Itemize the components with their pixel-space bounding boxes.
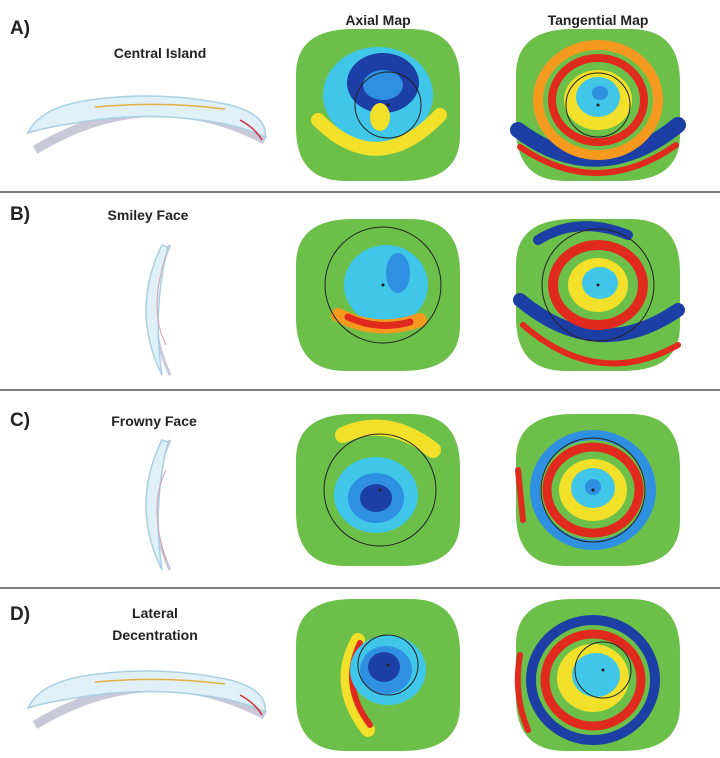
map-band <box>520 322 681 367</box>
lens-sketch <box>145 244 172 376</box>
center-mark <box>601 668 605 672</box>
map-zone <box>533 40 663 160</box>
map-band <box>335 419 441 458</box>
optical-zone <box>565 72 631 138</box>
map-zone <box>548 54 648 146</box>
topography-map <box>296 29 460 181</box>
map-band <box>311 108 447 156</box>
map-zone <box>526 615 660 745</box>
map-band <box>513 293 685 343</box>
tear-film <box>156 469 167 561</box>
map-zone <box>530 430 656 550</box>
map-band <box>515 467 526 523</box>
topography-map <box>296 599 460 751</box>
lens-sketch <box>145 439 172 571</box>
map-band <box>514 652 531 733</box>
row-title: Smiley Face <box>107 207 189 223</box>
center-mark <box>381 283 385 287</box>
row-label: D) <box>10 604 31 625</box>
map-zone <box>582 267 618 299</box>
row-label: A) <box>10 18 31 39</box>
optical-zone <box>540 437 646 543</box>
map-band <box>533 221 633 245</box>
topography-map <box>510 29 686 181</box>
map-zone <box>386 253 410 293</box>
map-zone <box>540 629 646 731</box>
row-label: C) <box>10 410 31 431</box>
row-title: Central Island <box>113 45 207 61</box>
lens-sketch <box>26 670 268 729</box>
topography-map <box>513 219 685 371</box>
map-zone <box>542 442 644 538</box>
edge <box>239 119 263 141</box>
topography-map <box>296 414 460 566</box>
center-mark <box>378 488 382 492</box>
center-mark <box>386 663 390 667</box>
optical-zone <box>541 228 655 342</box>
map-zone <box>360 484 392 512</box>
map-zone <box>368 652 400 682</box>
topography-map <box>296 219 460 371</box>
map-band <box>340 633 375 737</box>
map-zone <box>548 240 648 330</box>
center-mark <box>596 103 600 107</box>
map-zone <box>572 653 620 697</box>
map-zone <box>592 86 608 100</box>
map-zone <box>585 479 601 495</box>
center-mark <box>591 488 595 492</box>
lens-sketch <box>26 95 268 154</box>
center-mark <box>596 283 600 287</box>
map-zone <box>370 103 390 131</box>
map-zone <box>363 70 403 100</box>
optical-zone <box>354 71 422 139</box>
optical-zone <box>323 433 437 547</box>
optical-zone <box>357 634 419 696</box>
map-band <box>517 142 679 176</box>
topography-map <box>515 414 680 566</box>
optical-zone <box>574 641 632 699</box>
column-header: Axial Map <box>345 12 411 28</box>
center-mark <box>386 103 390 107</box>
tear-film <box>156 254 167 346</box>
column-header: Tangential Map <box>547 12 649 28</box>
edge <box>239 694 263 716</box>
row-title: Lateral Decentration <box>112 605 198 643</box>
map-zone <box>344 245 428 325</box>
row-label: B) <box>10 204 31 225</box>
topography-map <box>514 599 680 751</box>
map-band <box>344 313 414 329</box>
row-title: Frowny Face <box>111 413 197 429</box>
optical-zone <box>324 226 442 344</box>
tear-film <box>94 678 226 685</box>
tear-film <box>94 103 226 110</box>
